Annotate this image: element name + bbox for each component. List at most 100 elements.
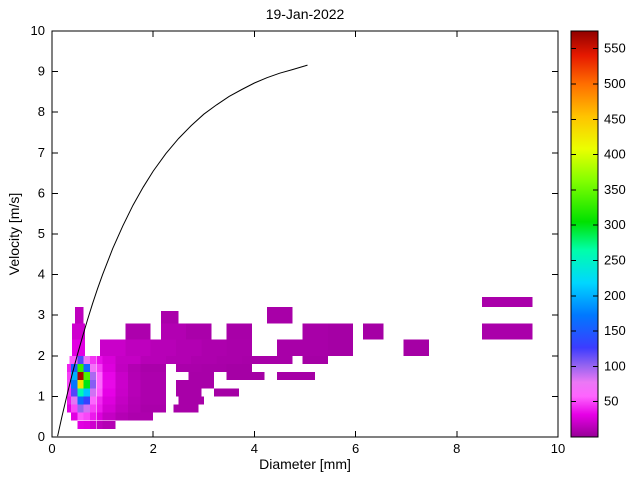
- heatmap-cell: [176, 388, 202, 397]
- heatmap-cell: [327, 323, 354, 340]
- heatmap-cell: [140, 388, 166, 397]
- y-tick-label: 0: [38, 429, 45, 444]
- heatmap-cell: [267, 307, 293, 324]
- colorbar-frame: [570, 30, 599, 438]
- y-tick-label: 4: [38, 267, 45, 282]
- heatmap-cell: [89, 380, 97, 389]
- heatmap-cell: [96, 363, 103, 372]
- colorbar-tick-label: 550: [604, 41, 626, 56]
- heatmap-cell: [83, 372, 90, 381]
- heatmap-cell: [77, 388, 84, 397]
- heatmap-cell: [127, 380, 141, 389]
- heatmap-cell: [115, 355, 141, 364]
- heatmap-cell: [96, 404, 103, 413]
- heatmap-cell: [77, 363, 84, 372]
- heatmap-cell: [71, 396, 78, 405]
- heatmap-cell: [83, 363, 90, 372]
- heatmap-cell: [140, 396, 166, 405]
- heatmap-cell: [267, 355, 293, 364]
- heatmap-cell: [140, 404, 166, 413]
- heatmap-cell: [140, 355, 166, 364]
- heatmap-cell: [83, 404, 90, 413]
- heatmap-cell: [89, 404, 97, 413]
- x-tick-label: 2: [150, 441, 157, 456]
- heatmap-cell: [96, 372, 103, 381]
- heatmap-cell: [102, 412, 116, 421]
- heatmap-cell: [302, 339, 328, 356]
- heatmap-cell: [102, 372, 116, 381]
- y-tick-label: 9: [38, 64, 45, 79]
- heatmap-cell: [277, 372, 316, 381]
- heatmap-cell: [213, 388, 240, 397]
- heatmap-cell: [127, 388, 141, 397]
- heatmap-cell: [83, 412, 90, 421]
- heatmap-cell: [140, 380, 166, 389]
- heatmap-cell: [115, 396, 128, 405]
- heatmap-cell: [127, 396, 141, 405]
- heatmap-cell: [140, 372, 166, 381]
- colorbar-tick-label: 200: [604, 288, 626, 303]
- heatmap-cell: [125, 339, 151, 356]
- heatmap-cell: [165, 355, 192, 364]
- heatmap-cell: [67, 372, 71, 381]
- heatmap-cell: [115, 363, 128, 372]
- colorbar-tick-label: 300: [604, 217, 626, 232]
- heatmap-cell: [77, 412, 84, 421]
- heatmap-cell: [72, 323, 85, 340]
- heatmap-cell: [69, 355, 78, 364]
- heatmap-cell: [67, 404, 71, 413]
- heatmap-cell: [173, 404, 199, 413]
- heatmap-cell: [96, 355, 103, 364]
- heatmap-cell: [115, 380, 128, 389]
- heatmap-cell: [226, 372, 265, 381]
- heatmap-cell: [277, 339, 303, 356]
- heatmap-cell: [83, 388, 90, 397]
- heatmap-cell: [115, 388, 128, 397]
- heatmap-cell: [71, 404, 78, 413]
- heatmap-cell: [83, 380, 90, 389]
- heatmap-cell: [482, 323, 533, 340]
- y-tick-label: 6: [38, 185, 45, 200]
- y-tick-label: 3: [38, 307, 45, 322]
- x-tick-label: 0: [48, 441, 55, 456]
- heatmap-cell: [83, 355, 90, 364]
- heatmap-cell: [127, 412, 154, 421]
- heatmap-cell: [67, 396, 71, 405]
- heatmap-cell: [71, 412, 78, 421]
- heatmap-cell: [327, 339, 354, 356]
- heatmap-cell: [201, 363, 227, 372]
- y-tick-label: 7: [38, 145, 45, 160]
- heatmap-cell: [67, 388, 71, 397]
- heatmap-cell: [74, 307, 84, 324]
- heatmap-cell: [188, 372, 214, 381]
- colorbar-tick-label: 50: [604, 394, 618, 409]
- heatmap-cell: [67, 380, 71, 389]
- heatmap-cell: [178, 396, 204, 405]
- y-tick-label: 2: [38, 348, 45, 363]
- heatmap-cell: [176, 380, 214, 389]
- heatmap-cell: [96, 412, 103, 421]
- colorbar: [571, 31, 598, 437]
- y-tick-label: 5: [38, 226, 45, 241]
- heatmap-cell: [127, 363, 141, 372]
- heatmap-cell: [77, 396, 84, 405]
- heatmap-cell: [482, 296, 533, 308]
- heatmap-cell: [403, 339, 429, 356]
- heatmap-cell: [83, 420, 90, 429]
- heatmap-cell: [71, 388, 78, 397]
- heatmap-cell: [115, 404, 128, 413]
- heatmap-cell: [102, 355, 116, 364]
- heatmap-cell: [127, 404, 141, 413]
- heatmap-cell: [127, 372, 141, 381]
- heatmap-cell: [77, 404, 84, 413]
- heatmap-cell: [226, 363, 252, 372]
- heatmap-cell: [226, 323, 252, 340]
- heatmap-cell: [77, 372, 84, 381]
- heatmap-cell: [102, 388, 116, 397]
- y-tick-label: 1: [38, 388, 45, 403]
- colorbar-tick-label: 150: [604, 323, 626, 338]
- heatmap-cell: [115, 412, 128, 421]
- heatmap-cell: [363, 323, 384, 340]
